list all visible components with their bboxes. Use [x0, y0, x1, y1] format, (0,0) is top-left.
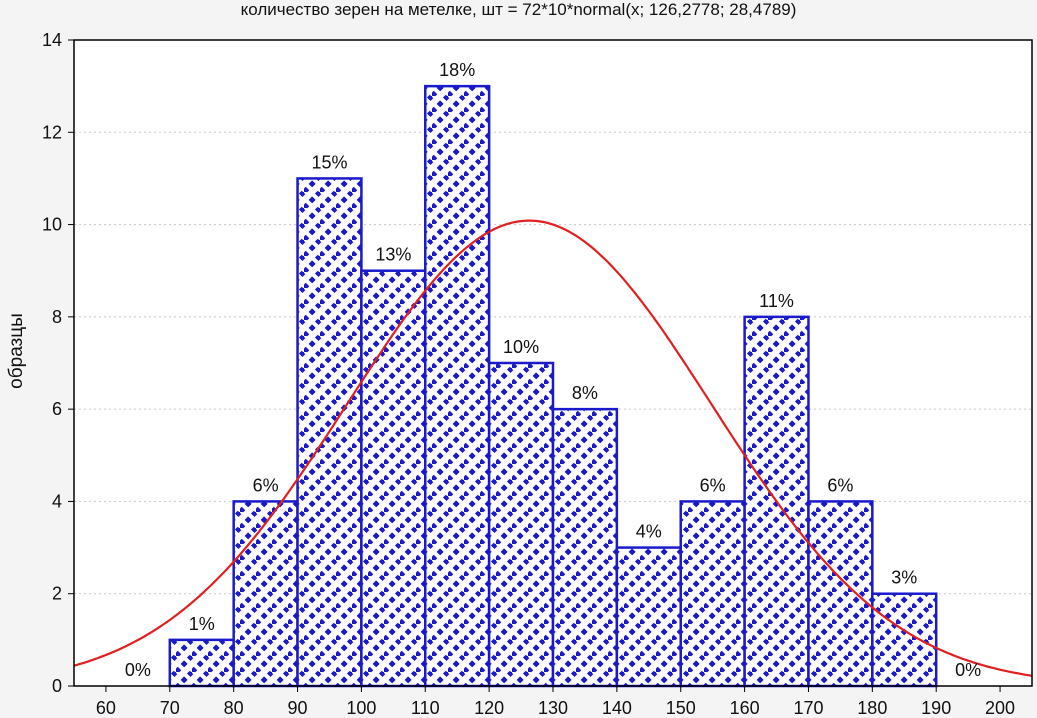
x-tick-label: 120	[474, 698, 504, 718]
bar-percent-label: 0%	[125, 660, 151, 680]
histogram-bar	[871, 592, 938, 688]
y-tick-label: 10	[42, 215, 62, 235]
bar-percent-label: 4%	[636, 522, 662, 542]
bar-percent-label: 15%	[311, 152, 347, 172]
histogram-bar	[487, 361, 555, 688]
histogram-bar	[679, 500, 746, 688]
y-tick-label: 8	[52, 307, 62, 327]
histogram-bar	[551, 407, 619, 688]
chart-title: количество зерен на метелке, шт = 72*10*…	[240, 0, 797, 19]
x-tick-label: 140	[602, 698, 632, 718]
x-tick-label: 170	[793, 698, 823, 718]
y-tick-label: 14	[42, 30, 62, 50]
x-tick-label: 160	[730, 698, 760, 718]
x-tick-label: 90	[288, 698, 308, 718]
bar-percent-label: 3%	[891, 568, 917, 588]
bar-percent-label: 6%	[827, 475, 853, 495]
x-tick-label: 100	[346, 698, 376, 718]
bar-percent-label: 6%	[700, 475, 726, 495]
normal-fit-curve	[73, 219, 1033, 677]
bar-percent-label: 8%	[572, 383, 598, 403]
x-tick-label: 60	[96, 698, 116, 718]
x-tick-label: 130	[538, 698, 568, 718]
histogram-bar	[807, 500, 874, 688]
bar-percent-label: 10%	[503, 337, 539, 357]
x-tick-label: 200	[985, 698, 1015, 718]
bar-percent-label: 1%	[189, 614, 215, 634]
y-tick-label: 0	[52, 676, 62, 696]
x-tick-label: 70	[160, 698, 180, 718]
plot-frame	[73, 39, 1033, 687]
histogram-bar	[615, 546, 682, 688]
y-tick-label: 6	[52, 399, 62, 419]
histogram-bar	[232, 500, 299, 688]
y-tick-label: 4	[52, 491, 62, 511]
histogram-bar	[168, 638, 235, 688]
x-tick-label: 190	[921, 698, 951, 718]
x-tick-label: 80	[224, 698, 244, 718]
bar-percent-label: 6%	[253, 475, 279, 495]
x-tick-label: 110	[411, 698, 440, 718]
bar-percent-label: 11%	[759, 291, 794, 311]
histogram-bar	[424, 84, 491, 688]
bar-percent-label: 18%	[439, 60, 475, 80]
bar-percent-label: 13%	[375, 245, 411, 265]
x-tick-label: 180	[857, 698, 887, 718]
bar-percent-label: 0%	[955, 660, 981, 680]
y-tick-label: 2	[52, 584, 62, 604]
x-tick-label: 150	[666, 698, 696, 718]
y-tick-label: 12	[42, 122, 62, 142]
